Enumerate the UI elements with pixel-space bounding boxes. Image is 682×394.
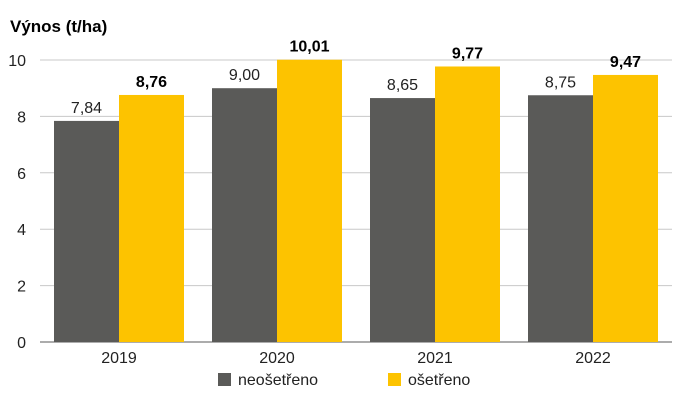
value-label: 8,76 [136,74,167,91]
x-tick-label: 2022 [575,350,611,367]
bar-2022-treated [593,74,658,343]
y-tick-label: 8 [17,109,26,126]
bar-2020-treated [277,59,342,343]
bar-2019-untreated [54,120,119,342]
y-tick-label: 0 [17,335,26,352]
x-axis-ticks: 2019 2020 2021 2022 [101,350,611,367]
value-label: 8,65 [387,77,418,94]
value-label: 7,84 [71,100,102,117]
legend-label: neošetřeno [238,372,318,389]
y-tick-label: 2 [17,279,26,296]
bar-2020-untreated [212,88,277,342]
bars [54,59,658,343]
x-tick-label: 2021 [417,350,453,367]
legend-label: ošetřeno [408,372,470,389]
legend-swatch [218,373,231,386]
value-label: 9,00 [229,67,260,84]
bar-2022-untreated [528,95,593,342]
y-axis-ticks: 0 2 4 6 8 10 [8,53,26,352]
value-labels: 7,84 8,76 9,00 10,01 8,65 9,77 8,75 9,47 [71,39,641,117]
x-tick-label: 2020 [259,350,295,367]
y-tick-label: 10 [8,53,26,70]
value-label: 9,47 [610,54,641,71]
value-label: 9,77 [452,45,483,62]
value-label: 10,01 [289,39,329,56]
legend: neošetřeno ošetřeno [218,372,470,389]
y-tick-label: 4 [17,222,26,239]
value-label: 8,75 [545,74,576,91]
legend-swatch [388,373,401,386]
x-tick-label: 2019 [101,350,137,367]
bar-2021-treated [435,66,500,343]
bar-2019-treated [119,94,184,342]
bar-2021-untreated [370,98,435,342]
y-tick-label: 6 [17,166,26,183]
y-axis-title: Výnos (t/ha) [10,17,107,36]
